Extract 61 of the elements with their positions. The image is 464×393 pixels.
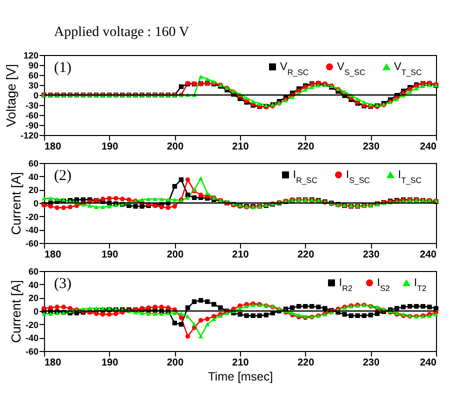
y-tick-label: 0 bbox=[33, 90, 38, 100]
y-tick-label: -20 bbox=[25, 320, 38, 330]
x-tick-label: 240 bbox=[420, 358, 437, 368]
legend-label: I$_{R2}$ bbox=[339, 276, 353, 292]
y-axis-title: Current [A] bbox=[8, 280, 24, 343]
legend-label: I$_{S2}$ bbox=[377, 276, 390, 292]
y-tick-label: 40 bbox=[28, 280, 38, 290]
legend-label: V$_{T_SC}$ bbox=[394, 61, 422, 77]
y-tick-label: 20 bbox=[28, 293, 38, 304]
y-tick-label: 20 bbox=[28, 185, 38, 196]
x-tick-label: 200 bbox=[166, 358, 184, 368]
x-tick-label: 190 bbox=[101, 250, 119, 260]
x-tick-label: 230 bbox=[362, 358, 380, 368]
x-tick-label: 200 bbox=[166, 142, 184, 152]
x-tick-label: 180 bbox=[44, 250, 62, 260]
y-tick-label: -120 bbox=[20, 130, 38, 140]
legend-label: V$_{R_SC}$ bbox=[280, 60, 309, 76]
legend-label: I$_{R_SC}$ bbox=[293, 168, 318, 184]
annotation: (3) bbox=[54, 276, 72, 292]
y-axis-title: Current [A] bbox=[8, 172, 24, 235]
legend-label: I$_{T_SC}$ bbox=[398, 169, 422, 185]
y-tick-label: 0 bbox=[33, 306, 38, 316]
y-tick-label: 90 bbox=[28, 60, 38, 70]
y-tick-label: -30 bbox=[25, 100, 38, 110]
legend-label: I$_{S_SC}$ bbox=[346, 168, 370, 184]
y-tick-label: -60 bbox=[25, 238, 38, 248]
annotation: (1) bbox=[54, 60, 72, 76]
text: Applied voltage : 160 V bbox=[54, 25, 190, 40]
y-tick-label: -60 bbox=[25, 110, 38, 120]
x-tick-label: 200 bbox=[166, 250, 184, 260]
y-tick-label: 60 bbox=[28, 158, 38, 168]
y-tick-label: 60 bbox=[28, 266, 38, 276]
x-tick-label: 230 bbox=[362, 250, 380, 260]
legend-label: I$_{T2}$ bbox=[414, 277, 427, 293]
y-tick-label: 60 bbox=[28, 70, 38, 80]
x-tick-label: 190 bbox=[101, 358, 119, 368]
x-tick-label: 240 bbox=[420, 142, 437, 152]
x-tick-label: 190 bbox=[101, 142, 119, 152]
y-tick-label: -40 bbox=[25, 333, 38, 344]
y-tick-label: -60 bbox=[25, 346, 38, 356]
y-tick-label: 0 bbox=[33, 198, 38, 208]
y-tick-label: 120 bbox=[23, 50, 38, 60]
x-tick-label: 180 bbox=[44, 142, 62, 152]
x-tick-label: 240 bbox=[420, 250, 437, 260]
x-tick-label: 230 bbox=[362, 142, 380, 152]
legend-label: V$_{S_SC}$ bbox=[337, 60, 366, 76]
x-tick-label: 220 bbox=[297, 358, 315, 368]
y-tick-label: -90 bbox=[25, 120, 38, 130]
y-tick-label: 40 bbox=[28, 172, 38, 182]
y-axis-title: Voltage [V] bbox=[3, 64, 18, 127]
y-tick-label: 30 bbox=[28, 80, 38, 90]
y-tick-label: -20 bbox=[25, 212, 38, 222]
x-tick-label: 220 bbox=[297, 142, 315, 152]
x-tick-label: 220 bbox=[297, 250, 315, 260]
x-tick-label: 180 bbox=[44, 358, 62, 368]
x-axis-title: Time [msec] bbox=[208, 370, 273, 384]
x-tick-label: 210 bbox=[232, 142, 250, 152]
y-tick-label: -40 bbox=[25, 225, 38, 236]
annotation: (2) bbox=[54, 168, 72, 184]
x-tick-label: 210 bbox=[232, 358, 250, 368]
x-tick-label: 210 bbox=[232, 250, 250, 260]
